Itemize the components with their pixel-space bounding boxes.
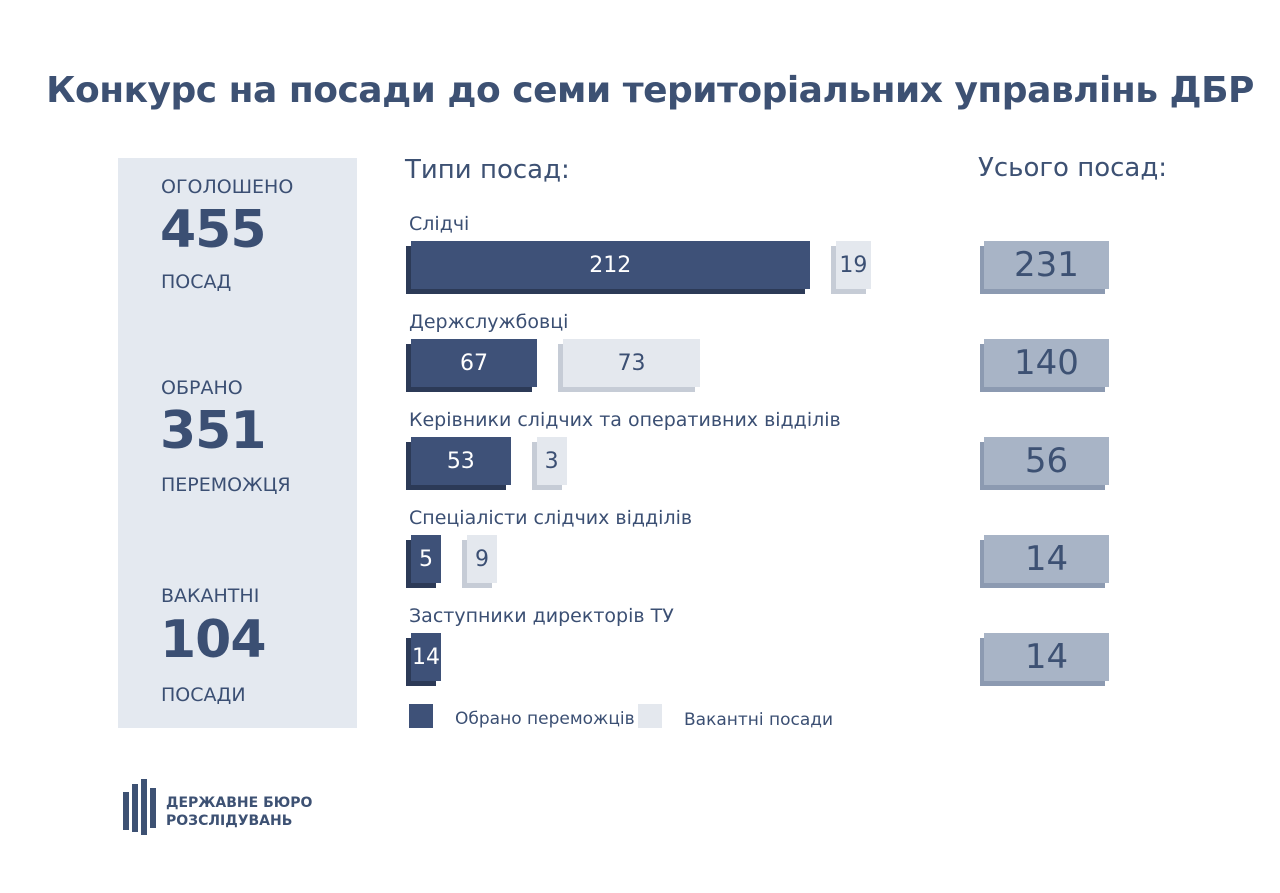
category-label: Слідчі bbox=[409, 213, 470, 235]
bar-won: 5 bbox=[411, 535, 441, 583]
summary-panel: ОГОЛОШЕНО 455 ПОСАД ОБРАНО 351 ПЕРЕМОЖЦЯ… bbox=[118, 158, 357, 728]
page-title: Конкурс на посади до семи територіальних… bbox=[46, 70, 1254, 111]
legend-won-label: Обрано переможців bbox=[455, 709, 635, 729]
bar-vacant: 19 bbox=[835, 241, 872, 289]
legend-vacant-swatch bbox=[638, 704, 662, 728]
vacant-label: ВАКАНТНІ bbox=[161, 585, 260, 607]
bar-won: 67 bbox=[411, 339, 537, 387]
logo-line-1: ДЕРЖАВНЕ БЮРО bbox=[166, 795, 313, 811]
legend-vacant-label: Вакантні посади bbox=[684, 710, 834, 730]
bar-won: 53 bbox=[411, 437, 511, 485]
announced-value: 455 bbox=[160, 200, 267, 260]
announced-unit: ПОСАД bbox=[161, 271, 232, 293]
bar-vacant: 73 bbox=[562, 339, 701, 387]
total-heading: Усього посад: bbox=[978, 153, 1168, 183]
vacant-unit: ПОСАДИ bbox=[161, 684, 246, 706]
dbr-logo-icon bbox=[123, 779, 156, 835]
types-heading: Типи посад: bbox=[405, 155, 570, 185]
total-value: 14 bbox=[984, 633, 1109, 681]
bar-won: 14 bbox=[411, 633, 441, 681]
category-label: Держслужбовці bbox=[409, 311, 569, 333]
selected-unit: ПЕРЕМОЖЦЯ bbox=[161, 474, 291, 496]
vacant-value: 104 bbox=[160, 610, 267, 670]
category-label: Спеціалісти слідчих відділів bbox=[409, 507, 693, 529]
total-value: 140 bbox=[984, 339, 1109, 387]
total-value: 56 bbox=[984, 437, 1109, 485]
bar-vacant: 3 bbox=[536, 437, 567, 485]
selected-value: 351 bbox=[160, 401, 267, 461]
logo-line-2: РОЗСЛІДУВАНЬ bbox=[166, 813, 293, 829]
announced-label: ОГОЛОШЕНО bbox=[161, 176, 294, 198]
selected-label: ОБРАНО bbox=[161, 377, 243, 399]
total-value: 14 bbox=[984, 535, 1109, 583]
bar-won: 212 bbox=[411, 241, 810, 289]
legend-won-swatch bbox=[409, 704, 433, 728]
category-label: Заступники директорів ТУ bbox=[409, 605, 674, 627]
category-label: Керівники слідчих та оперативних відділі… bbox=[409, 409, 841, 431]
bar-vacant: 9 bbox=[467, 535, 497, 583]
total-value: 231 bbox=[984, 241, 1109, 289]
